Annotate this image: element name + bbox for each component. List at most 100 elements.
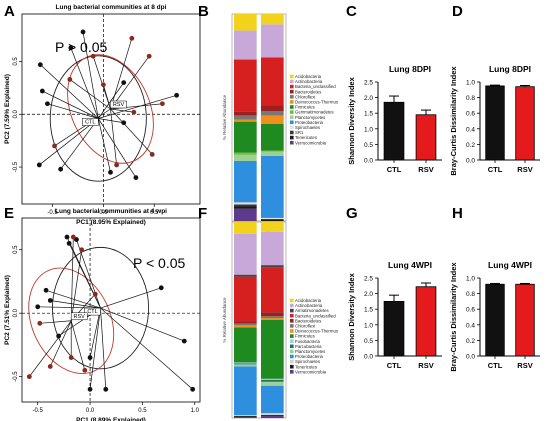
legend-swatch (290, 354, 294, 359)
legend-label: Planctomycetes (295, 115, 325, 120)
rsv-point (129, 35, 135, 41)
stack-segment (234, 233, 257, 275)
legend-label: Firmicutes (295, 105, 315, 110)
bar-panel: Lung 8DPI 0.0 0.5 1.0 1.5 2.0 2.5 Shannon Diver… (347, 64, 442, 174)
stack-segment (234, 222, 257, 234)
rsv-point (131, 109, 137, 115)
stack-segment (261, 265, 284, 268)
x-tick-label: RSV (418, 361, 433, 370)
stack-segment (234, 202, 257, 205)
y-tick-label: 0.5 (364, 338, 373, 345)
group-label: RSV (74, 314, 86, 320)
ctl-point (43, 287, 49, 293)
y-tick-label: 1.0 (466, 80, 475, 87)
legend-label: Gemmatimonadetes (295, 110, 334, 115)
ctl-spoke (100, 308, 107, 390)
legend-label: Tenericutes (295, 135, 317, 140)
x-tick-label: CTL (387, 361, 402, 370)
rsv-spoke (39, 320, 72, 324)
legend-swatch (290, 349, 294, 354)
stack-segment (261, 379, 284, 382)
legend-swatch (290, 89, 294, 94)
plot-frame (231, 221, 287, 419)
legend-label: Actinobacteria (295, 79, 323, 84)
ctl-point (35, 304, 41, 310)
group-label: CTL (87, 309, 97, 315)
legend-label: Verrucomicrobia (295, 140, 327, 145)
legend-swatch (290, 313, 294, 318)
stack-segment (234, 417, 257, 418)
ctl-bar (383, 101, 405, 161)
stack-segment (234, 364, 257, 367)
plot-title: Lung bacterial communities at 8 dpi (56, 4, 167, 11)
stack-segment (234, 14, 257, 31)
ctl-point (103, 386, 109, 392)
ctl-spoke (98, 118, 124, 124)
y-axis-label: % Relative Abundance (222, 94, 227, 140)
plot-title: Lung 4WPI (488, 260, 532, 270)
legend-label: Acidobacteria (295, 74, 322, 79)
stack-segment (261, 57, 284, 106)
legend-label: Bacteria_unclassified (295, 313, 336, 318)
ctl-spoke (50, 300, 101, 309)
panel-letter: G (346, 205, 358, 222)
ctl-spoke (40, 64, 99, 119)
y-tick-label: 2.0 (364, 95, 373, 102)
x-axis-label: PC1 (8.95% Explained) (76, 219, 146, 226)
y-axis-label: Bray-Curtis Dissimilarity Index (449, 66, 458, 176)
legend-swatch (290, 319, 294, 323)
stack-segment (234, 204, 257, 207)
x-tick-label: -0.5 (47, 210, 58, 216)
stack-segment (234, 30, 257, 60)
rsv-bar (515, 86, 535, 161)
rsv-spoke (110, 56, 150, 110)
legend-swatch (290, 370, 294, 374)
stack-segment (234, 325, 257, 328)
y-axis-label: Bray-Curtis Dissimilarity Index (449, 262, 458, 372)
y-axis-label: % Relative Abundance (222, 297, 227, 343)
panel-letter: E (4, 205, 14, 222)
rsv-ellipse (67, 54, 154, 164)
stack-segment (234, 321, 257, 324)
pcoa-panel: Lung bacterial communities at 4 wpi-0.5 0… (4, 208, 201, 421)
rsv-point (90, 53, 96, 59)
bar-panel: Lung 8DPI 0.0 0.2 0.4 0.6 0.8 1.0 Bray-Curtis D… (449, 64, 540, 176)
stack-segment (234, 366, 257, 416)
legend-label: Parcubacteria (295, 344, 322, 349)
rsv-spoke (54, 108, 111, 147)
group-label: CTL (85, 120, 95, 126)
rsv-point (146, 53, 152, 59)
legend-label: Spirochaetes (295, 359, 320, 364)
legend-swatch (290, 100, 294, 104)
rsv-point (114, 162, 119, 168)
plot-title: Lung bacterial communities at 4 wpi (55, 208, 167, 215)
panel-letter: F (198, 205, 207, 222)
ctl-spoke (60, 118, 99, 170)
stack-segment (234, 160, 257, 203)
y-tick-label: 0.6 (466, 307, 475, 314)
legend-swatch (290, 303, 294, 308)
ctl-point (181, 338, 187, 344)
stack-segment (234, 208, 257, 221)
rsv-spoke (70, 237, 74, 321)
y-tick-label: 1.0 (364, 126, 373, 133)
legend-label: Bacteroidetes (295, 318, 321, 323)
group-label-box (110, 100, 127, 109)
ctl-spoke (89, 308, 101, 390)
ctl-spoke (100, 307, 193, 390)
rsv-point (67, 77, 73, 82)
rsv-point (100, 82, 106, 88)
rsv-spoke (110, 108, 134, 113)
p-value-annotation: P < 0.05 (133, 255, 186, 271)
ctl-spoke (97, 118, 111, 173)
ctl-ellipse (49, 55, 147, 182)
stack-segment (261, 218, 284, 220)
stack-segment (261, 115, 284, 124)
y-tick-label: 0.4 (466, 126, 475, 133)
ctl-spoke (68, 243, 101, 309)
stack-segment (261, 318, 284, 320)
y-tick-label: 1.0 (364, 322, 373, 329)
rsv-point (47, 364, 53, 369)
stack-segment (261, 155, 284, 218)
pcoa-panel: Lung bacterial communities at 8 dpi -0.5 0… (4, 4, 201, 226)
